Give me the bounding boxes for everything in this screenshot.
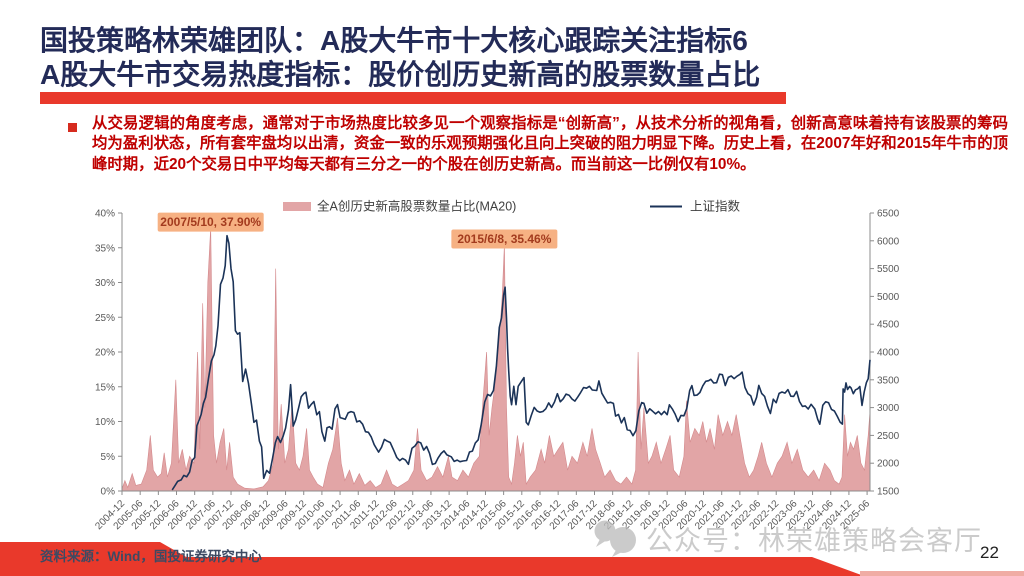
annotation-box-2 — [451, 229, 558, 249]
right-axis-label: 5500 — [877, 264, 900, 275]
watermark-text: 公众号：林荣雄策略会客厅 — [646, 525, 982, 556]
title-line-2: A股大牛市交易热度指标：股价创历史新高的股票数量占比 — [40, 59, 761, 90]
source-note: 资料来源：Wind，国投证券研究中心 — [40, 549, 262, 564]
footer-red-band — [0, 557, 864, 576]
right-axis-label: 1500 — [877, 487, 900, 498]
wechat-icon — [594, 520, 636, 557]
left-axis-label: 5% — [101, 452, 116, 463]
slide-title: 国投策略林荣雄团队：A股大牛市十大核心跟踪关注指标6 A股大牛市交易热度指标：股… — [40, 24, 1000, 92]
legend-area-swatch — [283, 202, 311, 211]
right-axis-label: 5000 — [877, 292, 900, 303]
sse-index-line-series — [171, 234, 871, 491]
left-axis-label: 40% — [95, 209, 115, 220]
title-line-1: 国投策略林荣雄团队：A股大牛市十大核心跟踪关注指标6 — [40, 25, 748, 56]
right-axis-label: 6500 — [877, 209, 900, 220]
left-axis-label: 15% — [95, 382, 115, 393]
right-axis-label: 4000 — [877, 348, 900, 359]
annotation-box-1 — [157, 212, 264, 232]
annotation-label-2: 2015/6/8, 35.46% — [457, 232, 551, 246]
footer-light-strip — [860, 571, 1024, 576]
annotation-label-1: 2007/5/10, 37.90% — [160, 215, 261, 229]
left-axis-label: 25% — [95, 313, 115, 324]
chart: 0% 5% 10% 15% 20% 25% 30% 35% 40% 1500 2000 2500 300… — [90, 198, 920, 550]
right-axis-label: 2000 — [877, 459, 900, 470]
left-axis-label: 30% — [95, 278, 115, 289]
right-axis-label: 4500 — [877, 320, 900, 331]
watermark: 公众号：林荣雄策略会客厅 — [592, 515, 982, 561]
combo-chart-svg: 0% 5% 10% 15% 20% 25% 30% 35% 40% 1500 2000 2500 300… — [93, 199, 900, 533]
body-paragraph: 从交易逻辑的角度考虑，通常对于市场热度比较多见一个观察指标是“创新高”，从技术分… — [92, 115, 1008, 173]
left-axis-label: 0% — [101, 487, 116, 498]
page-number: 22 — [980, 543, 999, 562]
right-axis-label: 3000 — [877, 403, 900, 414]
right-axis-label: 3500 — [877, 375, 900, 386]
legend-line-label: 上证指数 — [690, 199, 741, 214]
footer-red-step — [0, 542, 188, 558]
left-axis-label: 10% — [95, 417, 115, 428]
right-axis-label: 2500 — [877, 431, 900, 442]
title-underline-bar — [40, 92, 786, 104]
right-axis-label: 6000 — [877, 236, 900, 247]
newhigh-area-series — [121, 227, 871, 492]
bullet-square-icon — [68, 123, 77, 132]
left-axis-label: 20% — [95, 348, 115, 359]
left-axis-label: 35% — [95, 243, 115, 254]
legend-area-label: 全A创历史新高股票数量占比(MA20) — [317, 199, 516, 214]
